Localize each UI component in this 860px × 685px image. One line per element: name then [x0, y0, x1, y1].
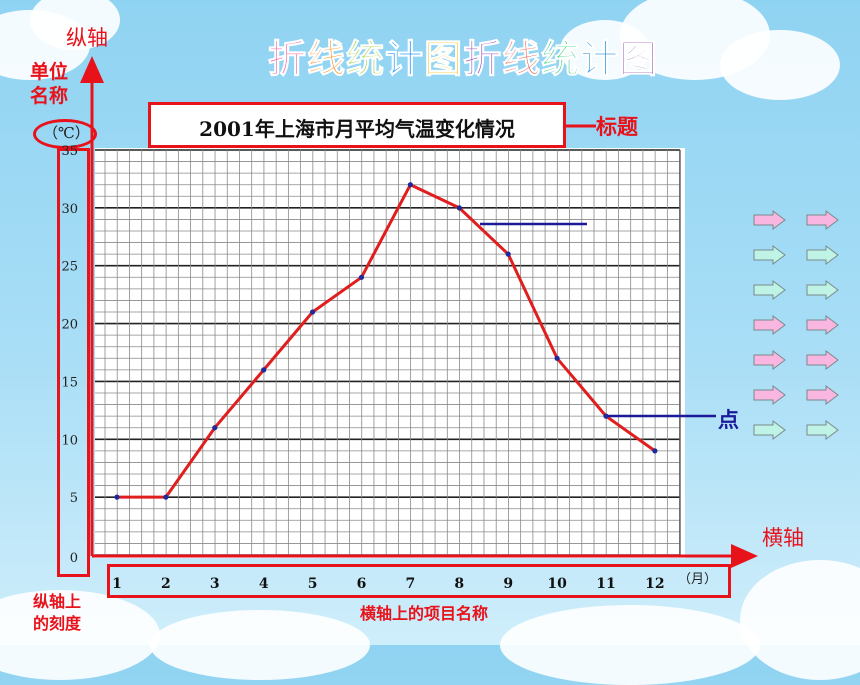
- x-tick-label: 2: [161, 576, 171, 592]
- y-tick-label: 10: [61, 433, 78, 448]
- data-point: [212, 425, 218, 431]
- x-tick-label: 7: [406, 576, 416, 592]
- decor-arrow-icon: [806, 315, 842, 335]
- decor-arrow-icon: [806, 350, 842, 370]
- decor-arrow-icon: [753, 245, 789, 265]
- decor-arrow-icon: [806, 210, 842, 230]
- data-point: [456, 205, 462, 211]
- y-tick-label: 5: [70, 491, 78, 506]
- x-tick-label: 12: [645, 576, 664, 592]
- banner-char: 折: [267, 37, 308, 82]
- title-tag-label: 标题: [596, 115, 638, 139]
- decor-arrow-icon: [753, 385, 789, 405]
- data-point: [261, 367, 267, 373]
- x-item-name-label: 横轴上的项目名称: [360, 604, 489, 623]
- decor-arrow-icon: [753, 420, 789, 440]
- data-point: [603, 413, 609, 419]
- banner-title: 折线统计图折线统计图: [267, 28, 659, 83]
- y-tick-label: 20: [61, 318, 78, 333]
- unit-name-label: 单位 名称: [30, 61, 69, 107]
- data-point: [114, 494, 120, 500]
- y-tick-label: 30: [61, 202, 78, 217]
- series-line: [117, 183, 656, 499]
- banner-char: 计: [580, 37, 620, 82]
- x-tick-label: 9: [503, 576, 513, 592]
- decor-arrow-icon: [806, 385, 842, 405]
- y-tick-label: 35: [61, 144, 78, 159]
- banner-char: 图: [619, 37, 659, 82]
- banner-char: 计: [385, 37, 425, 82]
- x-tick-label: 1: [112, 576, 122, 592]
- decor-arrow-icon: [753, 280, 789, 300]
- point-tag-label: 点: [718, 408, 739, 432]
- banner-char: 统: [541, 37, 581, 82]
- x-tick-label: 3: [210, 576, 220, 592]
- data-point: [505, 251, 511, 257]
- cloud-decoration: [560, 20, 650, 80]
- decor-arrow-icon: [753, 315, 789, 335]
- data-point: [652, 448, 658, 454]
- banner-char: 线: [502, 37, 542, 82]
- y-tick-label: 25: [61, 260, 78, 275]
- y-tick-label: 0: [70, 551, 78, 566]
- banner-char: 线: [307, 37, 347, 82]
- x-tick-label: 4: [259, 576, 269, 592]
- y-unit: （℃）: [43, 124, 90, 142]
- y-ticks-box: [57, 148, 90, 577]
- banner-char: 图: [424, 37, 464, 82]
- data-point: [358, 274, 365, 280]
- plot-area: [95, 148, 685, 558]
- data-point: [407, 182, 413, 188]
- decor-arrow-column: [753, 210, 789, 455]
- x-tick-label: 6: [357, 576, 367, 592]
- y-axis-label: 纵轴: [66, 26, 108, 50]
- y-scale-label: 纵轴上 的刻度: [33, 592, 82, 633]
- data-point: [163, 494, 169, 500]
- x-tick-label: 11: [596, 576, 615, 592]
- decor-arrow-icon: [806, 245, 842, 265]
- x-tick-label: 10: [547, 576, 567, 592]
- x-labels-box: [107, 564, 731, 598]
- decor-arrow-column: [806, 210, 842, 455]
- decor-arrow-icon: [753, 210, 789, 230]
- decor-arrow-icon: [806, 280, 842, 300]
- cloud-decoration: [30, 0, 120, 50]
- chart-title-box: 2001年上海市月平均气温变化情况: [148, 102, 566, 148]
- x-axis-unit: （月）: [678, 572, 717, 587]
- chart-title: 2001年上海市月平均气温变化情况: [199, 117, 515, 141]
- x-tick-label: 8: [454, 576, 464, 592]
- banner-char: 折: [463, 37, 503, 82]
- data-point: [554, 355, 560, 361]
- x-tick-label: 5: [308, 576, 318, 592]
- y-tick-label: 15: [61, 375, 78, 390]
- decor-arrow-icon: [753, 350, 789, 370]
- unit-highlight-circle: [33, 119, 97, 149]
- cloud-decoration: [720, 30, 840, 100]
- data-point: [310, 309, 316, 315]
- decor-arrow-icon: [806, 420, 842, 440]
- banner-char: 统: [346, 37, 386, 82]
- x-axis-label: 横轴: [762, 526, 804, 550]
